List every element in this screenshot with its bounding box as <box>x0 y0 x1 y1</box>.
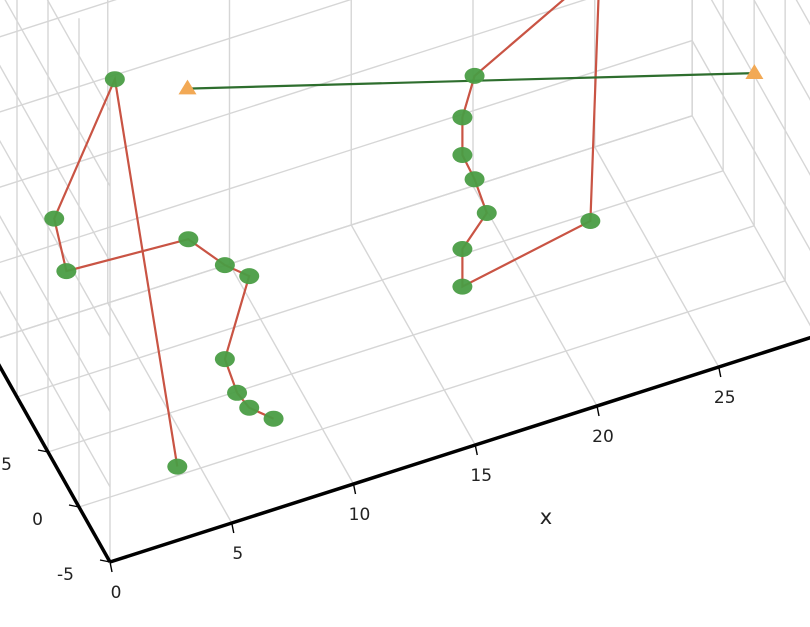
x-tick-mark <box>474 444 478 456</box>
circle-marker <box>239 399 260 416</box>
circle-marker <box>214 257 235 274</box>
floor-grid-line <box>47 225 755 453</box>
triangle-marker <box>178 79 197 95</box>
x-axis-label: x <box>540 505 552 529</box>
side-wall-grid-line <box>0 64 111 262</box>
x-tick-mark <box>352 483 357 495</box>
x-tick-mark <box>718 366 722 378</box>
x-axis-line <box>109 335 810 564</box>
back-wall-grid-line <box>0 0 352 113</box>
circle-marker <box>227 384 248 401</box>
x-tick-label: 15 <box>470 466 492 486</box>
side-wall-grid-line <box>4 0 111 187</box>
side-wall-grid-line <box>753 0 810 101</box>
floor-grid-line <box>78 280 786 508</box>
side-wall-grid-line <box>691 115 810 327</box>
floor-grid-line <box>16 170 724 398</box>
circle-marker <box>476 205 497 221</box>
x-tick-mark <box>231 522 235 534</box>
y-tick-mark <box>37 449 49 453</box>
circle-marker <box>452 278 473 295</box>
x-tick-label: 0 <box>111 583 122 603</box>
side-wall-grid-line <box>795 0 810 26</box>
series-lines <box>53 0 755 467</box>
circle-marker <box>452 109 473 126</box>
side-wall-grid-line <box>0 139 111 337</box>
side-wall-grid-line <box>46 0 111 112</box>
side-wall-grid-line <box>0 215 111 412</box>
circle-marker <box>263 410 284 427</box>
circle-marker <box>104 71 125 88</box>
circle-marker <box>452 241 473 257</box>
circle-marker <box>580 213 601 229</box>
back-wall-grid-line <box>0 115 693 339</box>
circle-marker <box>56 263 77 280</box>
circle-marker <box>464 171 485 188</box>
x-tick-mark <box>109 561 113 573</box>
side-wall-grid-line <box>710 0 810 176</box>
circle-marker <box>239 268 260 285</box>
axes <box>0 335 810 573</box>
side-wall-grid-line <box>0 290 111 488</box>
x-tick-label: 25 <box>714 388 736 408</box>
side-wall-grid-line <box>691 40 810 252</box>
x-tick-label: 20 <box>592 427 614 447</box>
series-2-line <box>461 0 600 289</box>
triangle-marker <box>745 64 764 79</box>
circle-marker <box>464 67 485 84</box>
x-tick-label: 5 <box>232 544 243 564</box>
x-tick-mark <box>596 405 600 417</box>
y-tick-label: 0 <box>32 510 43 530</box>
back-wall-grid-line <box>0 0 117 38</box>
circle-marker <box>44 210 65 227</box>
grid-lines <box>0 0 810 563</box>
circle-marker <box>452 147 473 163</box>
y-tick-label: 5 <box>1 455 12 475</box>
y-tick-label: -5 <box>57 565 74 585</box>
back-wall-grid-line <box>0 0 587 188</box>
series-markers <box>44 64 764 475</box>
y-tick-mark <box>68 504 80 508</box>
y-tick-mark <box>99 559 111 563</box>
circle-marker <box>214 351 235 368</box>
circle-marker <box>167 458 188 475</box>
tick-labels: 0 5 10 15 20 25 -5 0 5 <box>1 388 735 603</box>
x-tick-label: 10 <box>349 505 371 525</box>
circle-marker <box>178 231 199 248</box>
